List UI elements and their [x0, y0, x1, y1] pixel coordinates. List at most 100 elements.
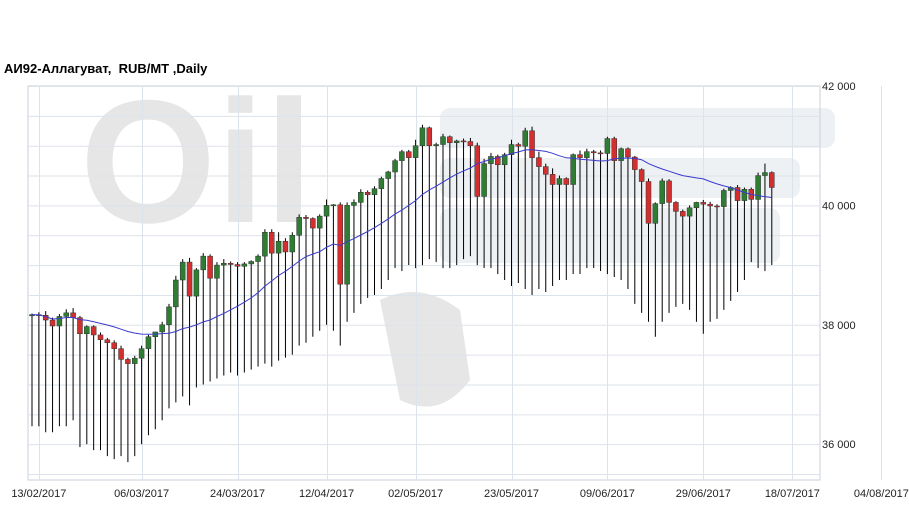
candle-body — [570, 154, 576, 185]
candle-body — [762, 172, 768, 176]
candle-body — [686, 207, 693, 217]
candle-body — [316, 215, 323, 229]
candle-body — [460, 140, 467, 143]
candle-body — [495, 156, 501, 166]
candle-body — [262, 232, 268, 257]
candle-body — [358, 192, 364, 203]
candle-body — [680, 211, 686, 217]
candle-body — [344, 205, 350, 285]
candle-body — [741, 189, 748, 201]
candle-body — [385, 171, 391, 179]
candle-body — [84, 326, 90, 334]
candle-body — [645, 181, 652, 224]
x-tick-label: 06/03/2017 — [114, 488, 169, 500]
candle-body — [563, 178, 570, 185]
candle-body — [426, 127, 433, 146]
candle-body — [721, 190, 727, 207]
watermark-band — [440, 158, 800, 198]
candle-body — [508, 144, 515, 155]
candle-body — [289, 234, 296, 253]
watermark-drop — [380, 292, 470, 407]
chart-title: АИ92-Аллагуват, RUB/MT ,Daily — [4, 61, 208, 76]
x-tick-label: 18/07/2017 — [765, 488, 820, 500]
candle-body — [371, 188, 378, 195]
candle-body — [70, 312, 76, 318]
candle-body — [693, 202, 700, 209]
candle-body — [234, 264, 241, 267]
candle-body — [275, 240, 282, 254]
candle-body — [63, 312, 69, 317]
candle-body — [296, 217, 302, 236]
candle-body — [303, 217, 309, 219]
x-tick-label: 13/02/2017 — [11, 488, 66, 500]
candle-body — [659, 180, 665, 204]
candle-body — [378, 178, 385, 189]
candle-body — [515, 144, 522, 147]
x-tick-label: 09/06/2017 — [580, 488, 635, 500]
axis-labels: 36 000 38 000 40 000 42 000 13/02/2017 06/03/… — [11, 81, 909, 500]
candle-body — [241, 263, 248, 267]
candle-body — [577, 154, 583, 158]
grid — [27, 85, 882, 481]
candle-body — [406, 151, 412, 158]
y-tick-label: 42 000 — [822, 81, 856, 93]
candle-body — [556, 178, 563, 185]
candle-body — [467, 141, 474, 146]
candle-body — [193, 269, 200, 297]
candle-body — [543, 166, 549, 175]
candle-body — [111, 342, 117, 349]
x-tick-label: 04/08/2017 — [854, 488, 909, 500]
candle-body — [56, 316, 63, 327]
candle-body — [248, 261, 254, 265]
candle-body — [584, 151, 590, 158]
candle-body — [433, 144, 439, 146]
candle-body — [590, 151, 597, 154]
candle-body — [138, 348, 145, 359]
candle-body — [474, 145, 480, 197]
ma-line — [31, 149, 772, 335]
candle-body — [364, 192, 371, 195]
candle-body — [707, 203, 713, 207]
candle-body — [269, 232, 275, 254]
candle-body — [597, 152, 604, 155]
candle-body — [90, 326, 97, 336]
moving-average — [31, 149, 772, 335]
candle-body — [632, 156, 638, 170]
candle-body — [145, 336, 152, 349]
candle-body — [97, 334, 104, 340]
x-tick-label: 12/04/2017 — [299, 488, 354, 500]
candle-body — [447, 136, 453, 143]
candle-body — [611, 138, 617, 161]
candle-body — [118, 348, 124, 360]
candle-body — [412, 145, 419, 158]
candle-body — [282, 240, 289, 253]
candle-body — [666, 180, 672, 203]
candle-body — [207, 255, 213, 279]
candle-body — [77, 317, 83, 334]
candle-body — [536, 157, 542, 167]
candle-body — [755, 175, 761, 200]
candle-body — [549, 174, 556, 185]
candle-body — [604, 138, 611, 154]
candle-body — [625, 148, 631, 158]
candle-body — [618, 148, 624, 161]
candle-body — [186, 261, 193, 297]
x-tick-label: 29/06/2017 — [676, 488, 731, 500]
candle-body — [769, 172, 775, 188]
candle-body — [673, 202, 679, 212]
candle-body — [522, 130, 528, 147]
candle-body — [221, 263, 227, 266]
candle-body — [49, 319, 56, 327]
y-tick-label: 40 000 — [822, 200, 856, 212]
candle-body — [700, 202, 707, 205]
candle-body — [310, 218, 316, 229]
candle-body — [125, 359, 131, 364]
candle-body — [419, 127, 426, 146]
candle-body — [200, 255, 206, 271]
candle-body — [227, 263, 234, 265]
candle-body — [255, 255, 261, 262]
y-tick-label: 36 000 — [822, 439, 856, 451]
candle-body — [323, 205, 330, 217]
candle-body — [638, 169, 645, 182]
